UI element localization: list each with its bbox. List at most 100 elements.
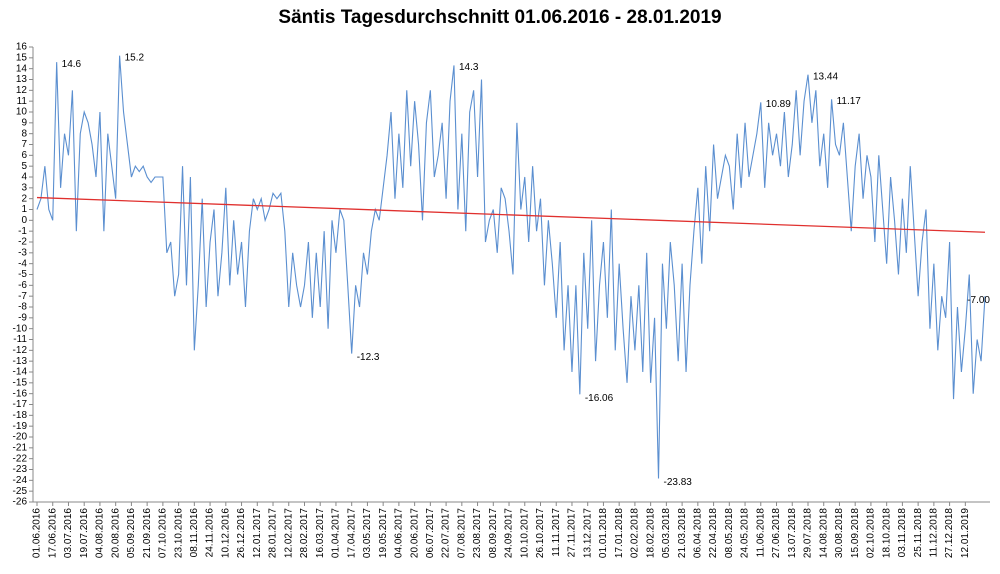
y-tick-label: -25 xyxy=(13,486,28,497)
x-tick-label: 06.07.2017 xyxy=(425,508,436,558)
x-tick-label: 19.05.2017 xyxy=(378,508,389,558)
x-tick-label: 03.05.2017 xyxy=(362,508,373,558)
x-tick-label: 08.11.2016 xyxy=(189,508,200,558)
y-tick-label: 13 xyxy=(16,74,28,85)
x-tick-label: 15.09.2018 xyxy=(850,508,861,558)
y-tick-label: 9 xyxy=(21,117,27,128)
y-tick-label: -7 xyxy=(18,291,27,302)
x-tick-label: 13.12.2017 xyxy=(582,508,593,558)
x-tick-label: 06.04.2018 xyxy=(692,508,703,558)
y-tick-label: 10 xyxy=(16,107,28,118)
data-line xyxy=(36,55,986,479)
annotation: 14.6 xyxy=(62,59,82,70)
x-tick-label: 05.09.2016 xyxy=(126,508,137,558)
x-tick-label: 03.11.2018 xyxy=(897,508,908,558)
y-tick-label: -14 xyxy=(13,367,28,378)
y-tick-label: 5 xyxy=(21,161,27,172)
y-tick-label: -21 xyxy=(13,442,28,453)
x-tick-label: 12.01.2017 xyxy=(252,508,263,558)
x-tick-label: 10.12.2016 xyxy=(220,508,231,558)
x-tick-label: 08.09.2017 xyxy=(488,508,499,558)
x-tick-label: 07.10.2016 xyxy=(158,508,169,558)
y-tick-label: -9 xyxy=(18,312,27,323)
x-tick-label: 28.01.2017 xyxy=(268,508,279,558)
x-tick-label: 24.05.2018 xyxy=(740,508,751,558)
y-tick-label: -13 xyxy=(13,356,28,367)
y-tick-label: -20 xyxy=(13,432,28,443)
x-tick-label: 26.10.2017 xyxy=(535,508,546,558)
x-tick-label: 10.10.2017 xyxy=(519,508,530,558)
x-tick-label: 17.04.2017 xyxy=(346,508,357,558)
y-tick-label: 3 xyxy=(21,182,27,193)
x-tick-label: 03.07.2016 xyxy=(63,508,74,558)
y-tick-label: 16 xyxy=(16,42,28,53)
x-tick-label: 19.07.2016 xyxy=(79,508,90,558)
x-tick-label: 30.08.2018 xyxy=(834,508,845,558)
x-tick-label: 14.08.2018 xyxy=(818,508,829,558)
y-tick-label: 0 xyxy=(21,215,27,226)
y-tick-label: 1 xyxy=(21,204,27,215)
x-tick-label: 02.10.2018 xyxy=(866,508,877,558)
y-tick-label: -18 xyxy=(13,410,28,421)
y-tick-label: -15 xyxy=(13,377,28,388)
y-tick-label: 8 xyxy=(21,128,27,139)
x-tick-label: 04.06.2017 xyxy=(394,508,405,558)
annotation: -23.83 xyxy=(664,477,693,488)
y-tick-label: 7 xyxy=(21,139,27,150)
x-tick-label: 17.01.2018 xyxy=(614,508,625,558)
x-tick-label: 27.06.2018 xyxy=(771,508,782,558)
x-tick-label: 01.01.2018 xyxy=(598,508,609,558)
annotation: -7.00 xyxy=(967,295,990,306)
y-tick-label: -19 xyxy=(13,421,28,432)
y-tick-label: -6 xyxy=(18,280,27,291)
annotation: -16.06 xyxy=(585,393,614,404)
x-tick-label: 29.07.2018 xyxy=(803,508,814,558)
x-tick-label: 23.10.2016 xyxy=(173,508,184,558)
x-tick-label: 22.04.2018 xyxy=(708,508,719,558)
x-tick-label: 01.04.2017 xyxy=(331,508,342,558)
x-tick-label: 26.12.2016 xyxy=(236,508,247,558)
x-tick-label: 04.08.2016 xyxy=(95,508,106,558)
chart-title: Säntis Tagesdurchschnitt 01.06.2016 - 28… xyxy=(278,7,721,28)
y-tick-label: -11 xyxy=(13,334,27,345)
x-tick-label: 16.03.2017 xyxy=(315,508,326,558)
x-tick-label: 07.08.2017 xyxy=(456,508,467,558)
annotation: -12.3 xyxy=(357,352,380,363)
x-tick-label: 13.07.2018 xyxy=(787,508,798,558)
x-tick-label: 28.02.2017 xyxy=(299,508,310,558)
x-tick-label: 23.08.2017 xyxy=(472,508,483,558)
y-tick-label: -1 xyxy=(18,226,27,237)
y-tick-label: -23 xyxy=(13,464,28,475)
y-tick-label: -22 xyxy=(13,453,28,464)
x-tick-label: 27.12.2018 xyxy=(944,508,955,558)
annotation: 10.89 xyxy=(766,99,791,110)
x-tick-label: 25.11.2018 xyxy=(913,508,924,558)
x-tick-label: 12.01.2019 xyxy=(960,508,971,558)
x-tick-label: 20.06.2017 xyxy=(409,508,420,558)
y-tick-label: -2 xyxy=(18,237,27,248)
y-tick-label: -3 xyxy=(18,247,27,258)
y-tick-label: 15 xyxy=(16,52,28,63)
y-tick-label: -8 xyxy=(18,302,27,313)
x-tick-label: 02.02.2018 xyxy=(630,508,641,558)
y-tick-label: 14 xyxy=(16,63,28,74)
y-tick-label: -10 xyxy=(13,323,28,334)
y-tick-label: -24 xyxy=(13,475,28,486)
x-tick-label: 24.11.2016 xyxy=(205,508,216,558)
y-tick-label: 12 xyxy=(16,85,28,96)
x-tick-label: 01.06.2016 xyxy=(32,508,43,558)
y-tick-label: 2 xyxy=(21,193,27,204)
x-tick-label: 11.11.2017 xyxy=(551,508,562,557)
x-tick-label: 20.08.2016 xyxy=(110,508,121,558)
x-tick-label: 08.05.2018 xyxy=(724,508,735,558)
x-tick-label: 27.11.2017 xyxy=(567,508,578,558)
y-tick-label: -5 xyxy=(18,269,27,280)
trend-line xyxy=(36,196,986,233)
x-tick-label: 11.06.2018 xyxy=(755,508,766,558)
annotation: 15.2 xyxy=(125,52,145,63)
y-tick-label: -12 xyxy=(13,345,28,356)
y-tick-label: -17 xyxy=(13,399,28,410)
y-tick-label: -16 xyxy=(13,388,28,399)
x-tick-label: 24.09.2017 xyxy=(504,508,515,558)
